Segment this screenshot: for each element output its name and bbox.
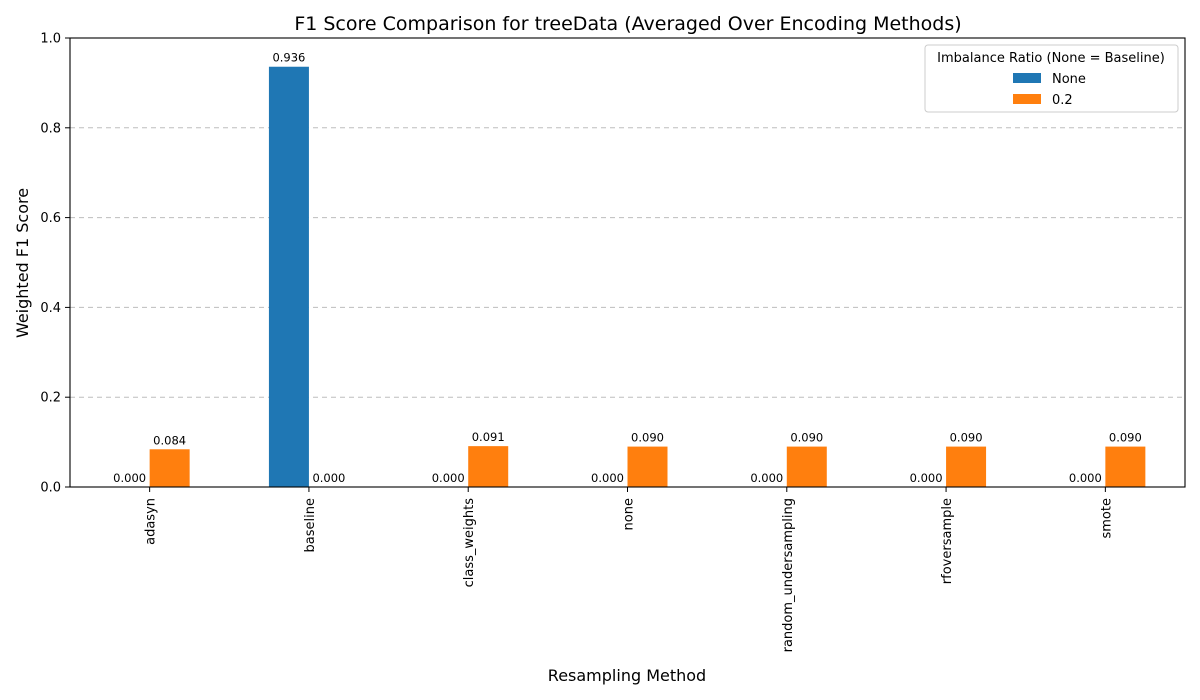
y-tick-label: 0.8 (40, 121, 61, 136)
y-tick-label: 1.0 (40, 32, 61, 47)
data-label-rfoversample-series-none: 0.000 (910, 471, 943, 485)
data-label-baseline-series-none: 0.936 (272, 51, 305, 65)
x-tick-label-rfoversample: rfoversample (940, 498, 955, 584)
data-label-none-series-0-2: 0.090 (631, 431, 664, 445)
x-tick-label-baseline: baseline (303, 498, 318, 552)
data-label-smote-series-0-2: 0.090 (1109, 431, 1142, 445)
plot-frame (69, 37, 1186, 488)
x-tick-label-adasyn: adasyn (144, 498, 159, 545)
legend-frame (924, 44, 1179, 113)
bar-none-series-0-2 (627, 446, 668, 487)
axes-layer: adasyn baseline class_weights none random_un… (40, 32, 1186, 652)
data-label-class-weights-series-0-2: 0.091 (472, 430, 505, 444)
y-tick-label: 0.0 (40, 481, 61, 496)
data-label-random-undersampling-series-0-2: 0.090 (790, 431, 823, 445)
bar-class-weights-series-0-2 (468, 446, 509, 487)
legend-swatch-none (1013, 73, 1041, 83)
y-tick-label: 0.4 (40, 301, 61, 316)
x-tick-label-class-weights: class_weights (462, 498, 477, 588)
data-labels-layer: 0.000 0.084 0.936 0.000 0.000 0.091 0.000 0.090… (113, 51, 1142, 485)
data-label-adasyn-series-none: 0.000 (113, 471, 146, 485)
data-label-baseline-series-0-2: 0.000 (312, 471, 345, 485)
x-axis-label: Resampling Method (548, 666, 706, 685)
x-tick-label-none: none (622, 498, 637, 530)
data-label-rfoversample-series-0-2: 0.090 (950, 431, 983, 445)
data-label-class-weights-series-none: 0.000 (432, 471, 465, 485)
y-tick-label: 0.2 (40, 391, 61, 406)
data-label-smote-series-none: 0.000 (1069, 471, 1102, 485)
chart-title: F1 Score Comparison for treeData (Averag… (294, 13, 961, 35)
legend-swatch-0-2 (1013, 94, 1041, 104)
bar-smote-series-0-2 (1105, 446, 1146, 487)
data-label-random-undersampling-series-none: 0.000 (750, 471, 783, 485)
legend-title: Imbalance Ratio (None = Baseline) (937, 51, 1165, 66)
bar-baseline-series-none (268, 66, 309, 488)
y-tick-label: 0.6 (40, 211, 61, 226)
bar-random-undersampling-series-0-2 (786, 446, 827, 487)
y-axis-label: Weighted F1 Score (13, 188, 32, 338)
x-tick-label-smote: smote (1099, 498, 1114, 539)
data-label-none-series-none: 0.000 (591, 471, 624, 485)
legend: Imbalance Ratio (None = Baseline) None 0… (924, 44, 1179, 113)
bar-adasyn-series-0-2 (149, 449, 190, 487)
bar-rfoversample-series-0-2 (946, 446, 987, 487)
bars-layer (149, 66, 1146, 488)
data-label-adasyn-series-0-2: 0.084 (153, 433, 186, 447)
legend-label-0-2: 0.2 (1052, 93, 1073, 108)
legend-label-none: None (1052, 72, 1086, 87)
x-tick-label-random-undersampling: random_undersampling (781, 498, 796, 652)
